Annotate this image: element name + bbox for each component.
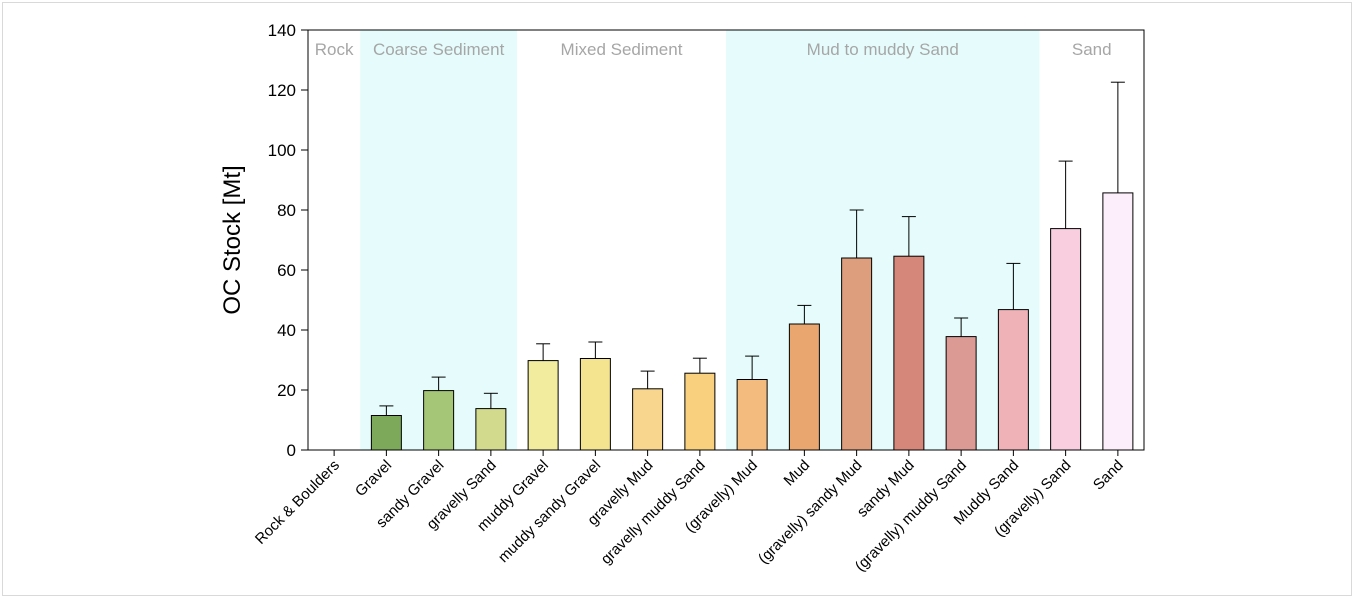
y-tick-label-1: 20 — [277, 381, 296, 400]
category-label-1: Gravel — [352, 457, 395, 500]
bar-8 — [736, 379, 768, 451]
y-tick-label-6: 120 — [268, 81, 296, 100]
y-tick-label-0: 0 — [287, 441, 296, 460]
category-label-9: Mud — [781, 457, 814, 490]
region-label-3: Mud to muddy Sand — [807, 40, 959, 59]
y-tick-label-2: 40 — [277, 321, 296, 340]
bar-12 — [945, 336, 977, 451]
bar-13 — [997, 309, 1029, 451]
region-band-3 — [726, 30, 1040, 450]
bar-4 — [527, 360, 559, 451]
bar-10 — [841, 257, 873, 451]
category-label-0: Rock & Boulders — [252, 457, 343, 548]
bar-11 — [893, 255, 925, 451]
region-label-2: Mixed Sediment — [561, 40, 683, 59]
bar-9 — [788, 323, 820, 451]
bar-2 — [423, 390, 455, 451]
y-tick-label-4: 80 — [277, 201, 296, 220]
y-tick-label-5: 100 — [268, 141, 296, 160]
bar-15 — [1102, 192, 1134, 451]
y-tick-label-7: 140 — [268, 21, 296, 40]
category-label-10: (gravelly) sandy Mud — [755, 457, 865, 567]
bar-6 — [632, 388, 664, 451]
y-axis-title: OC Stock [Mt] — [219, 165, 246, 314]
plot-frame — [307, 29, 1145, 451]
bar-3 — [475, 408, 507, 451]
bars-layer — [370, 81, 1134, 451]
axis-layer: 0 20 40 60 80 100 120 140 — [268, 21, 1145, 460]
region-label-0: Rock — [315, 40, 354, 59]
region-label-1: Coarse Sediment — [373, 40, 505, 59]
bar-5 — [579, 358, 611, 451]
y-tick-label-3: 60 — [277, 261, 296, 280]
region-label-4: Sand — [1072, 40, 1112, 59]
bar-7 — [684, 372, 716, 451]
region-labels-layer: Rock Coarse Sediment Mixed Sediment Mud to … — [315, 40, 1112, 59]
bar-1 — [370, 415, 402, 451]
category-label-15: Sand — [1090, 457, 1127, 494]
bar-14 — [1050, 228, 1082, 451]
category-label-5: muddy sandy Gravel — [495, 457, 604, 566]
